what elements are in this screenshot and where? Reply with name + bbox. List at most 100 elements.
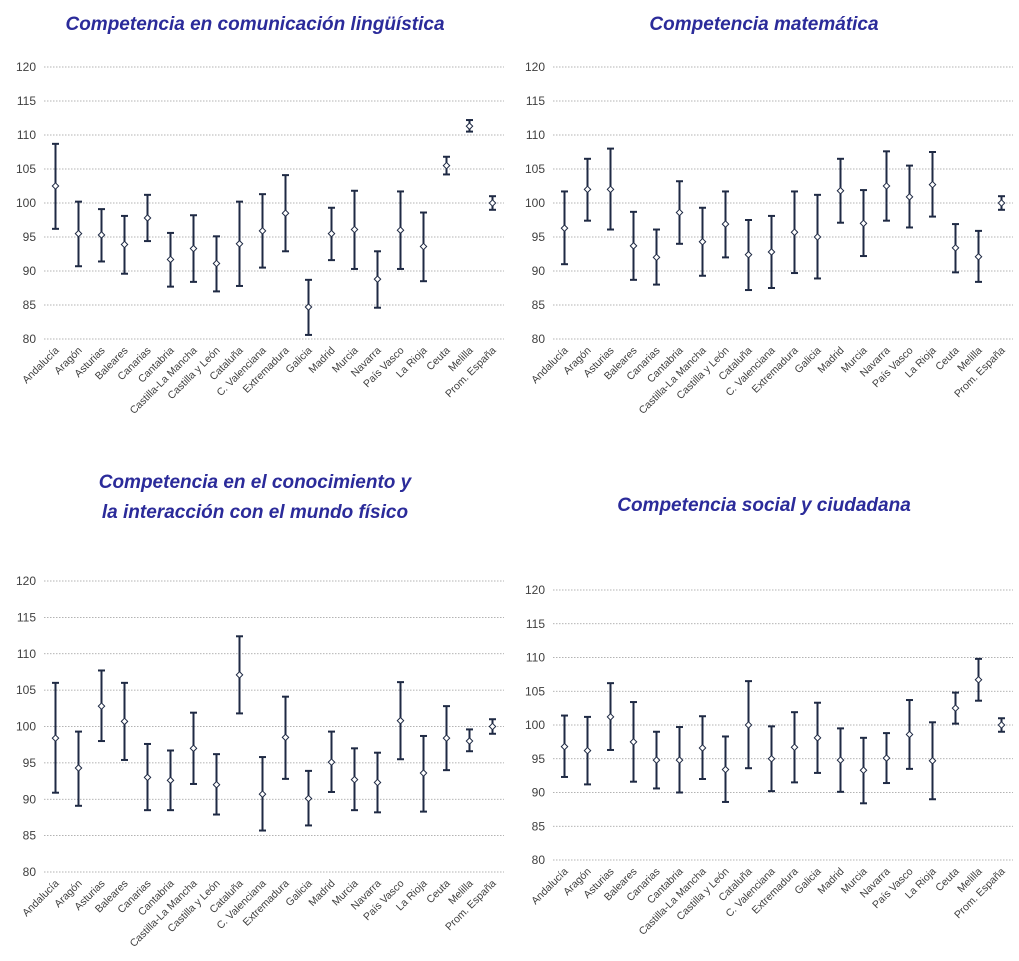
data-point [560, 742, 569, 751]
y-tick-label: 80 [23, 332, 37, 346]
data-point [442, 734, 451, 743]
chart-plot-comunicacion: 80859095100105110115120AndalucíaAragónAs… [16, 60, 504, 417]
y-tick-label: 90 [23, 264, 37, 278]
y-tick-label: 105 [525, 684, 545, 698]
y-tick-label: 95 [23, 756, 37, 770]
data-point [304, 303, 313, 311]
data-point [951, 243, 960, 252]
data-point [74, 764, 83, 772]
y-tick-label: 120 [525, 583, 545, 597]
y-tick-label: 100 [16, 196, 36, 210]
data-point [281, 733, 290, 742]
y-tick-label: 110 [17, 647, 36, 661]
chart-panel-matematica: Competencia matemática 80 85 90 95 100 105 110… [509, 8, 1019, 448]
y-tick-label: 95 [532, 752, 546, 766]
data-point [212, 259, 221, 268]
y-tick-label: 105 [525, 162, 545, 176]
chart-title-line: Competencia en el conocimiento y [98, 472, 412, 493]
y-tick-label: 115 [17, 610, 36, 624]
y-tick-label: 95 [532, 230, 546, 244]
data-point [951, 704, 960, 713]
data-point [465, 122, 474, 131]
chart-title-line: la interacción con el mundo físico [101, 502, 409, 523]
y-tick-label: 105 [16, 162, 36, 176]
data-point [606, 712, 615, 721]
data-point [350, 225, 359, 234]
y-tick-label: 110 [526, 651, 545, 665]
data-point [767, 248, 776, 256]
data-point [836, 756, 845, 765]
chart-plot-matematica: 80859095100105110115120AndalucíaAragónAs… [525, 60, 1013, 417]
data-point [905, 192, 914, 201]
chart-plot-social: 80859095100105110115120AndalucíaAragónAs… [525, 583, 1013, 938]
data-point [698, 744, 707, 752]
data-point [859, 219, 868, 228]
data-point [744, 721, 753, 729]
chart-title-line: Competencia matemática [649, 14, 879, 35]
data-point [583, 185, 592, 194]
data-point [928, 180, 937, 189]
y-tick-label: 80 [23, 865, 37, 879]
data-point [744, 250, 753, 259]
data-point [905, 730, 914, 739]
data-point [51, 734, 60, 743]
data-point [606, 185, 615, 194]
y-tick-label: 100 [525, 718, 545, 732]
data-point [813, 233, 822, 241]
data-point [419, 242, 428, 251]
data-point [166, 776, 175, 785]
data-point [350, 775, 359, 784]
data-point [189, 244, 198, 253]
data-point [97, 231, 106, 239]
data-point [97, 702, 106, 711]
data-point [997, 721, 1006, 729]
data-point [189, 744, 198, 753]
data-point [629, 737, 638, 746]
data-point [790, 743, 799, 752]
data-point [488, 722, 497, 731]
data-point [675, 756, 684, 765]
data-point [419, 769, 428, 777]
data-point [675, 208, 684, 217]
data-point [560, 224, 569, 233]
data-point [859, 766, 868, 775]
y-tick-label: 105 [16, 683, 36, 697]
data-point [652, 756, 661, 765]
chart-title-line: Competencia en comunicación lingüística [65, 14, 445, 35]
data-point [120, 240, 129, 249]
chart-title-line: Competencia social y ciudadana [617, 495, 911, 516]
data-point [212, 780, 221, 789]
data-point [235, 239, 244, 248]
data-point [836, 186, 845, 195]
y-tick-label: 90 [532, 264, 546, 278]
data-point [327, 229, 336, 238]
data-point [373, 275, 382, 284]
data-point [652, 253, 661, 262]
y-tick-label: 85 [23, 829, 37, 843]
y-tick-label: 85 [23, 298, 37, 312]
data-point [442, 161, 451, 170]
data-point [583, 746, 592, 755]
data-point [143, 773, 152, 782]
data-point [698, 237, 707, 246]
data-point [721, 220, 730, 228]
data-point [488, 199, 497, 207]
y-tick-label: 110 [526, 128, 545, 142]
y-tick-label: 115 [526, 94, 545, 108]
chart-title: Competencia en el conocimiento y la inte… [0, 468, 510, 528]
data-point [304, 794, 313, 803]
y-tick-label: 90 [23, 792, 37, 806]
data-point [258, 790, 267, 799]
data-point [74, 229, 83, 238]
data-point [51, 182, 60, 190]
data-point [258, 226, 267, 235]
chart-plot-mundo-fisico: 80859095100105110115120AndalucíaAragónAs… [16, 574, 504, 950]
y-tick-label: 85 [532, 298, 546, 312]
chart-panel-comunicacion: Competencia en comunicación lingüística … [0, 8, 510, 448]
data-point [120, 717, 129, 726]
data-point [235, 670, 244, 679]
y-tick-label: 120 [16, 60, 36, 74]
y-tick-label: 100 [16, 720, 36, 734]
data-point [373, 778, 382, 787]
data-point [143, 214, 152, 222]
